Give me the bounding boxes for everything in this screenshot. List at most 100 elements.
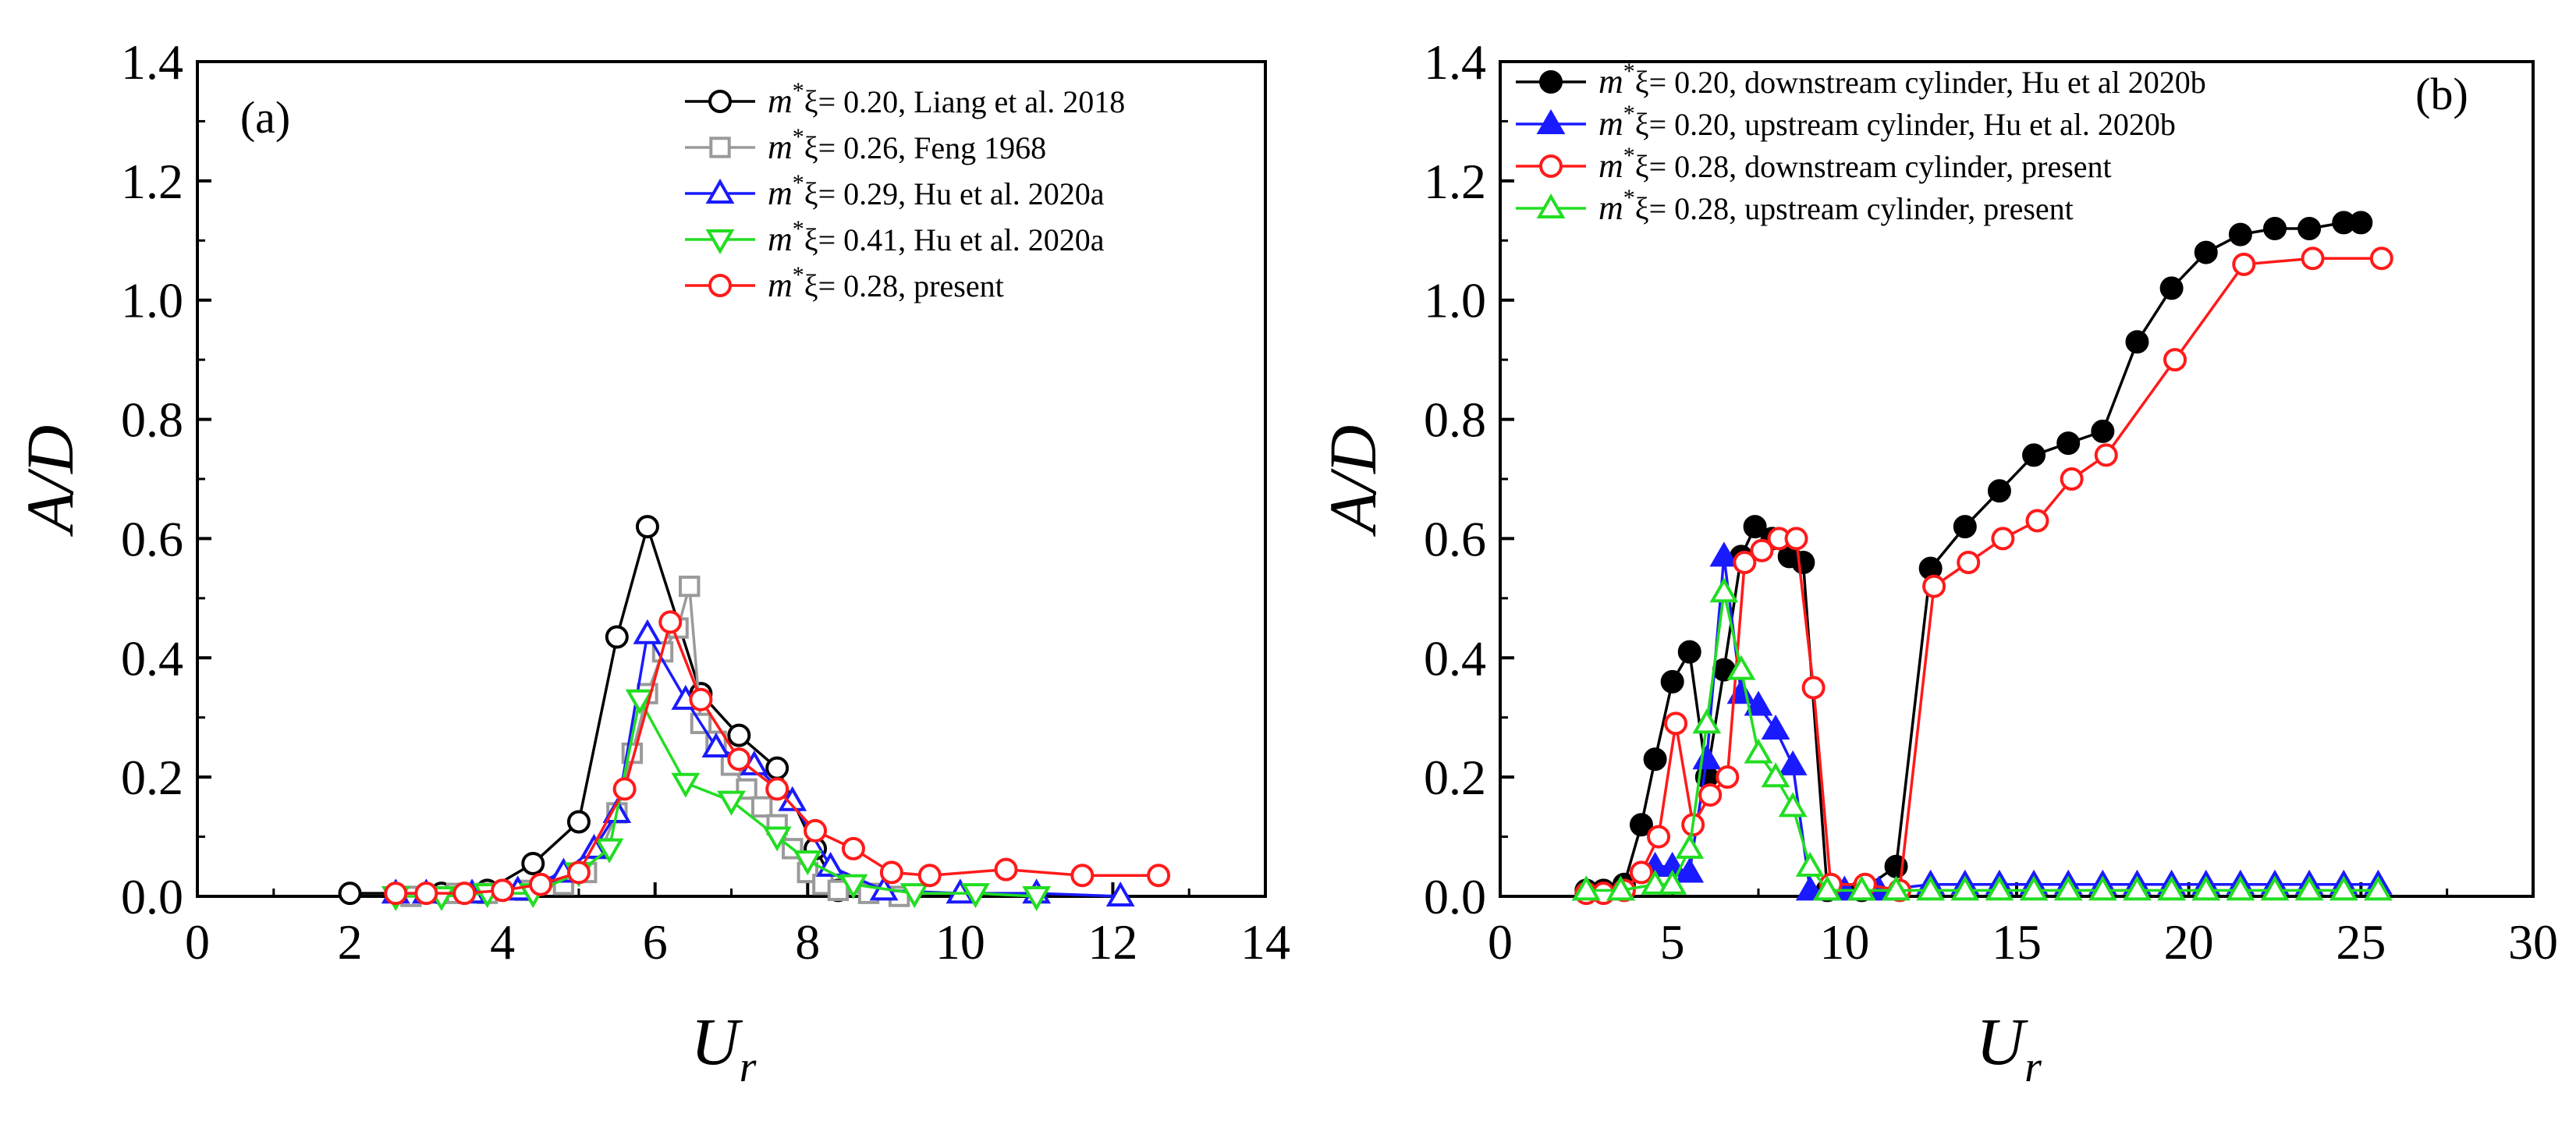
panel-a-series-1-point-0 bbox=[338, 882, 362, 906]
panel-a-legend-label-5: m*ξ= 0.28, present bbox=[768, 262, 1004, 304]
panel-b-series-1-point-26 bbox=[2228, 222, 2252, 247]
panel-b-series-3-point-19 bbox=[1991, 527, 2015, 551]
panel-b-series-4-point-13 bbox=[1847, 875, 1876, 901]
panel-a-series-3 bbox=[381, 619, 1135, 907]
panel-a-series-5-point-4 bbox=[529, 872, 553, 896]
panel-b-series-4-point-15 bbox=[1916, 875, 1946, 901]
panel-b-series-4-point-10 bbox=[1778, 792, 1808, 818]
panel-b-y-axis-title: A/D bbox=[1315, 425, 1390, 537]
panel-a-x-tick-label: 12 bbox=[1088, 914, 1137, 970]
panel-b-legend-label-4: m*ξ= 0.28, upstream cylinder, present bbox=[1598, 185, 2074, 227]
panel-b-y-tick-label: 0.6 bbox=[1424, 511, 1486, 566]
panel-b-series-3-point-7 bbox=[1698, 783, 1723, 807]
panel-a-series-2-point-12 bbox=[679, 575, 701, 598]
panel-b-series-4-point-9 bbox=[1761, 762, 1790, 788]
panel-a-series-2-point-22 bbox=[827, 879, 850, 902]
panel-a-series-3-point-16 bbox=[1105, 882, 1135, 907]
panel-b-series-2-point-5 bbox=[1692, 744, 1722, 770]
panel-b-series-4-point-20 bbox=[2088, 875, 2117, 901]
panel-a-series-5-point-12 bbox=[841, 836, 865, 860]
panel-b-series-4-point-2 bbox=[1641, 869, 1670, 895]
panel-a-series-4-point-13 bbox=[961, 883, 990, 909]
panel-a-x-axis-title: Ur bbox=[691, 1004, 757, 1091]
panel-a-legend-label-2: m*ξ= 0.26, Feng 1968 bbox=[768, 124, 1046, 166]
panel-a-legend-1-legend-marker bbox=[708, 90, 732, 113]
panel-b-series-1-point-20 bbox=[2022, 443, 2046, 467]
panel-a-series-3-point-7 bbox=[633, 619, 662, 644]
panel-b-series-4-point-3 bbox=[1658, 869, 1687, 895]
panel-a-y-tick-label: 0.4 bbox=[121, 630, 183, 686]
panel-a-series-4-point-5 bbox=[594, 838, 624, 864]
panel-b-series-1-point-13 bbox=[1791, 551, 1815, 574]
panel-b-series-3-point-4 bbox=[1647, 825, 1671, 849]
panel-b-series-4-line bbox=[1586, 591, 2379, 892]
panel-a-x-tick-label: 0 bbox=[185, 914, 210, 970]
panel-b-series-1-point-22 bbox=[2091, 419, 2115, 443]
panel-b-series-4-point-17 bbox=[1985, 875, 2014, 901]
panel-b-series-1-point-3 bbox=[1629, 813, 1653, 837]
panel-a-x-tick-label: 6 bbox=[643, 914, 668, 970]
panel-b-legend: m*ξ= 0.20, downstream cylinder, Hu et al… bbox=[1516, 59, 2206, 227]
panel-b-series-4-point-25 bbox=[2260, 875, 2290, 901]
panel-b-series-1-point-24 bbox=[2159, 276, 2184, 300]
panel-a-series-5 bbox=[384, 610, 1171, 906]
panel-b-series-3-point-5 bbox=[1664, 711, 1688, 736]
panel-a-legend-label-3: m*ξ= 0.29, Hu et al. 2020a bbox=[768, 170, 1105, 212]
panel-b-series-1-point-21 bbox=[2056, 431, 2081, 456]
panel-b-series-4-point-16 bbox=[1950, 875, 1980, 901]
panel-b-legend-label-1: m*ξ= 0.20, downstream cylinder, Hu et al… bbox=[1598, 59, 2206, 101]
panel-a-series-4-point-12 bbox=[899, 883, 929, 909]
panel-b-series-1-point-18 bbox=[1953, 515, 1977, 539]
panel-a-series-5-point-13 bbox=[879, 860, 903, 885]
panel-b-series-2-point-8 bbox=[1744, 690, 1773, 716]
panel-b-series-4-point-24 bbox=[2226, 875, 2255, 901]
panel-a-series-5-point-2 bbox=[452, 882, 477, 906]
panel-a-x-tick-label: 2 bbox=[338, 914, 363, 970]
panel-a-series-1-point-9 bbox=[765, 756, 789, 780]
panel-b-series-4-point-12 bbox=[1812, 875, 1842, 901]
panel-a-series-5-point-5 bbox=[566, 860, 591, 885]
panel-a-legend-3-legend-marker bbox=[705, 179, 735, 204]
panel-a-y-tick-label: 0.2 bbox=[121, 750, 183, 805]
panel-b-x-tick-label: 20 bbox=[2164, 914, 2214, 970]
panel-b-series-4-point-0 bbox=[1571, 875, 1601, 901]
panel-b-legend-label-2: m*ξ= 0.20, upstream cylinder, Hu et al. … bbox=[1598, 101, 2176, 143]
panel-a-legend-4-legend-marker bbox=[705, 229, 735, 254]
panel-a-series-5-point-3 bbox=[491, 878, 515, 903]
panel-a-y-tick-label: 0.6 bbox=[121, 511, 183, 566]
panel-b-series-3-point-13 bbox=[1801, 676, 1826, 700]
panel-b-series-1-point-6 bbox=[1677, 640, 1701, 664]
panel-b-series-4-point-5 bbox=[1692, 708, 1722, 734]
panel-b-x-tick-label: 10 bbox=[1819, 914, 1869, 970]
panel-a-panel-label: (a) bbox=[240, 92, 290, 143]
panel-b-chart: 0 5 10 15 20 25 30 0.0 0.2 0.4 0.6 0.8 1.0 1.2 1.4 Ur A/… bbox=[1315, 34, 2558, 1091]
panel-b-series-2-point-6 bbox=[1709, 541, 1739, 567]
panel-a-x-tick-label: 4 bbox=[490, 914, 515, 970]
panel-a-series-4-point-11 bbox=[839, 874, 868, 899]
panel-b-y-tick-label: 1.2 bbox=[1424, 154, 1486, 209]
panel-a-x-tick-label: 14 bbox=[1240, 914, 1290, 970]
panel-b-series-1-point-23 bbox=[2125, 330, 2149, 354]
panel-b-legend-1-legend-marker bbox=[1539, 70, 1563, 94]
panel-a-series-4-point-10 bbox=[793, 850, 822, 876]
panel-b-series-2-point-10 bbox=[1778, 750, 1808, 775]
panel-a-series-4-line bbox=[396, 698, 1037, 898]
panel-a-y-tick-label: 1.0 bbox=[121, 273, 183, 328]
panel-b-series-4 bbox=[1571, 577, 2393, 901]
panel-b-series-3-point-23 bbox=[2163, 348, 2187, 372]
panel-b-series-2-point-9 bbox=[1761, 715, 1790, 740]
panel-b-series-3-point-24 bbox=[2232, 252, 2256, 276]
panel-a-series-5-point-11 bbox=[804, 818, 828, 843]
panel-b-series-4-point-22 bbox=[2157, 875, 2187, 901]
panel-b-series-2 bbox=[1571, 541, 2393, 901]
panel-b-series-3-point-22 bbox=[2094, 443, 2118, 467]
panel-b-y-tick-label: 1.4 bbox=[1424, 34, 1486, 90]
panel-b-series-4-point-23 bbox=[2191, 875, 2221, 901]
panel-a-x-tick-label: 8 bbox=[795, 914, 820, 970]
panel-b-y-tick-label: 0.4 bbox=[1424, 630, 1486, 686]
panel-a-series-1-point-5 bbox=[605, 625, 629, 649]
panel-b-series-3-point-9 bbox=[1733, 551, 1757, 574]
panel-b-series-4-point-4 bbox=[1675, 833, 1705, 859]
panel-a-series-5-point-10 bbox=[765, 777, 789, 801]
